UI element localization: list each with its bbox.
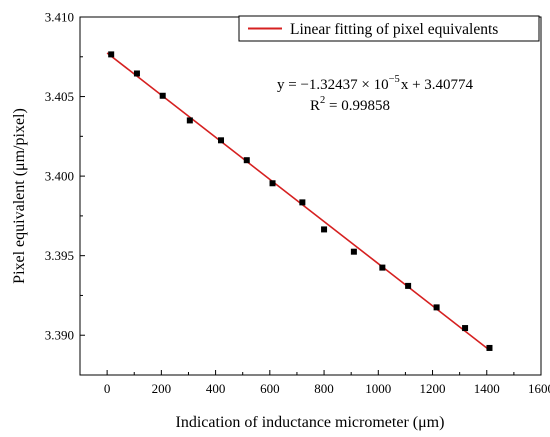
- legend-label: Linear fitting of pixel equivalents: [290, 21, 498, 38]
- x-tick-label: 1000: [365, 381, 391, 396]
- y-axis-title: Pixel equivalent (μm/pixel): [11, 108, 28, 284]
- data-point: [405, 282, 412, 289]
- x-tick-label: 1600: [528, 381, 550, 396]
- data-points-layer: [108, 51, 493, 351]
- data-point: [133, 70, 140, 77]
- r2-exponent: 2: [320, 95, 325, 106]
- x-axis: 0 200 400 600 800 1000 1200 1400 1600: [104, 370, 550, 396]
- equation-exponent: −5: [389, 74, 400, 85]
- x-tick-label: 200: [152, 381, 172, 396]
- data-point: [486, 344, 493, 351]
- y-tick-label: 3.390: [45, 328, 74, 343]
- plot-frame: [79, 16, 542, 376]
- y-axis: 3.390 3.395 3.400 3.405 3.410: [45, 10, 85, 376]
- x-tick-label: 1400: [474, 381, 500, 396]
- y-tick-label: 3.395: [45, 248, 74, 263]
- data-point: [269, 180, 276, 187]
- data-point: [462, 325, 469, 332]
- x-tick-label: 600: [260, 381, 280, 396]
- regression-annotation: y = −1.32437 × 10−5x + 3.40774 R2 = 0.99…: [277, 74, 474, 114]
- r2-label: R: [310, 98, 320, 114]
- data-point: [108, 51, 115, 58]
- data-point: [433, 304, 440, 311]
- data-point: [218, 137, 225, 144]
- data-point: [159, 92, 166, 99]
- equation-prefix: y = −1.32437 × 10: [277, 77, 389, 93]
- x-axis-title: Indication of inductance micrometer (μm): [176, 414, 445, 431]
- r-squared: R2 = 0.99858: [310, 95, 390, 114]
- regression-equation: y = −1.32437 × 10−5x + 3.40774: [277, 74, 474, 93]
- data-point: [379, 264, 386, 271]
- data-point: [321, 226, 328, 233]
- equation-suffix: x + 3.40774: [401, 77, 474, 93]
- r2-value: = 0.99858: [325, 98, 390, 114]
- y-tick-label: 3.400: [45, 169, 74, 184]
- y-tick-label: 3.405: [45, 89, 74, 104]
- data-point: [186, 117, 193, 124]
- legend: Linear fitting of pixel equivalents: [238, 15, 540, 42]
- y-tick-label: 3.410: [45, 10, 74, 25]
- data-point: [350, 248, 357, 255]
- x-tick-label: 1200: [420, 381, 446, 396]
- x-tick-label: 0: [104, 381, 111, 396]
- data-point: [243, 157, 250, 164]
- fit-line: [106, 52, 490, 351]
- x-tick-label: 400: [206, 381, 226, 396]
- data-point: [299, 199, 306, 206]
- x-tick-label: 800: [314, 381, 334, 396]
- legend-box: [238, 15, 540, 42]
- fit-line-layer: [106, 52, 490, 351]
